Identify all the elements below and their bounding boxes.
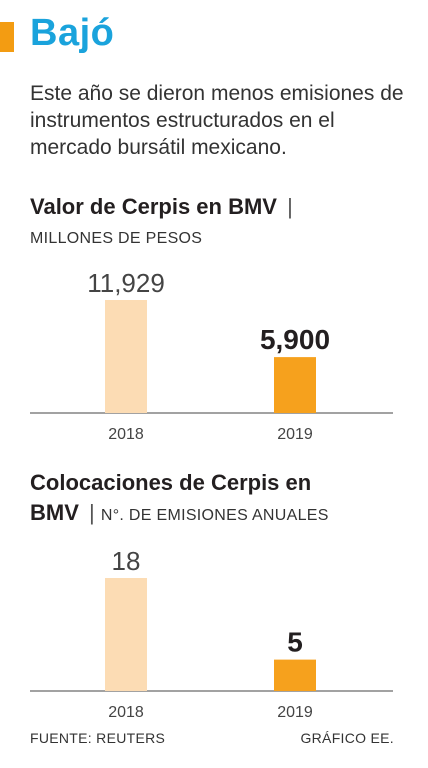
chart1: 11,929 2018 5,900 2019	[30, 268, 393, 443]
intro-text: Este año se dieron menos emisiones de in…	[30, 82, 404, 159]
chart2: 18 2018 5 2019	[30, 546, 393, 721]
accent-bar	[0, 22, 14, 52]
chart1-title: Valor de Cerpis en BMV	[30, 194, 277, 219]
chart1-unit-label: MILLONES DE PESOS	[30, 230, 203, 247]
chart2-unit-label: N°. DE EMISIONES ANUALES	[100, 507, 329, 524]
chart1-tick-2018: 2018	[108, 426, 144, 443]
chart1-tick-2019: 2019	[277, 426, 313, 443]
credit-note: GRÁFICO EE.	[300, 730, 394, 746]
chart1-value-label-2019: 5,900	[260, 324, 330, 355]
chart1-bar-2019	[274, 357, 316, 413]
page-title: Bajó	[30, 12, 115, 54]
chart1-separator: |	[287, 194, 293, 219]
chart2-tick-2019: 2019	[277, 704, 313, 721]
chart2-separator: |	[89, 500, 95, 525]
chart2-title-bmv: BMV	[30, 500, 79, 525]
chart2-tick-2018: 2018	[108, 704, 144, 721]
chart1-bar-2018	[105, 300, 147, 413]
chart2-bar-2018	[105, 578, 147, 691]
chart2-bar-2019	[274, 659, 316, 691]
chart2-title-line2: BMV | N°. DE EMISIONES ANUALES	[30, 499, 329, 529]
source-note: FUENTE: REUTERS	[30, 730, 166, 746]
chart2-title-line1: Colocaciones de Cerpis en	[30, 470, 312, 495]
chart2-value-label-2019: 5	[287, 627, 303, 658]
chart1-title-line: Valor de Cerpis en BMV |	[30, 193, 293, 220]
chart2-value-label-2018: 18	[112, 546, 141, 576]
chart1-value-label-2018: 11,929	[87, 268, 165, 298]
